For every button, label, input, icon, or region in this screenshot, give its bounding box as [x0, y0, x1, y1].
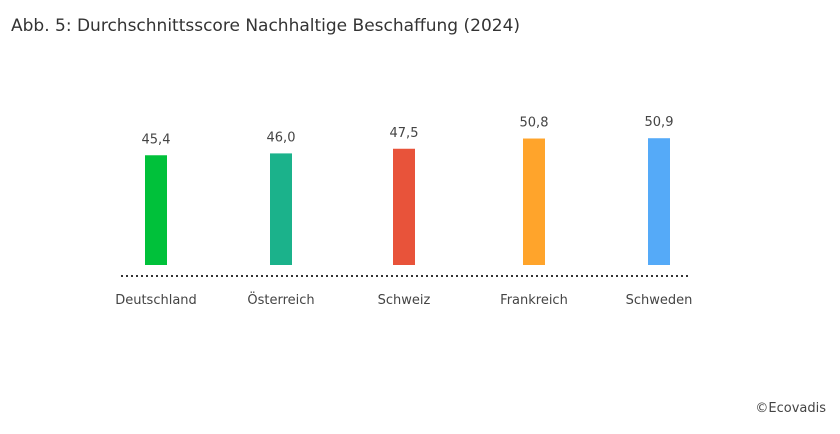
bar-4: [648, 138, 670, 265]
bar-0: [145, 155, 167, 265]
x-tick-label: Österreich: [247, 291, 314, 308]
data-label: 47,5: [390, 126, 419, 141]
bar-2: [393, 148, 415, 265]
x-tick-label: Schweiz: [378, 293, 431, 308]
data-label: 50,8: [520, 116, 549, 131]
bar-3: [523, 138, 545, 265]
data-label: 50,9: [645, 115, 674, 130]
source-credit: ©Ecovadis: [755, 401, 826, 416]
x-tick-label: Deutschland: [115, 293, 197, 308]
x-tick-label: Schweden: [626, 293, 693, 308]
data-label: 45,4: [142, 132, 171, 147]
chart-title: Abb. 5: Durchschnittsscore Nachhaltige B…: [11, 16, 521, 36]
data-label: 46,0: [267, 130, 296, 145]
x-tick-label: Frankreich: [500, 293, 568, 308]
bar-1: [270, 153, 292, 265]
